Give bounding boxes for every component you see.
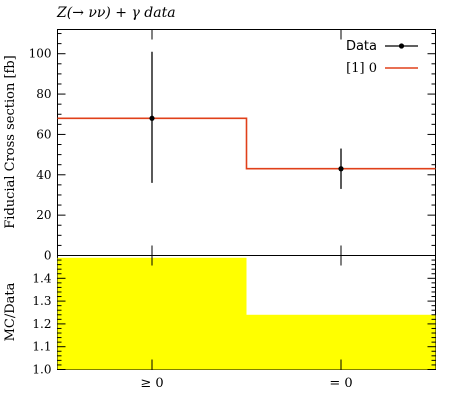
- y-tick-label: 80: [36, 87, 51, 101]
- ratio-y-tick-label: 1.0: [32, 363, 51, 377]
- x-tick-label: ≥ 0: [140, 376, 163, 391]
- ratio-y-tick-label: 1.4: [32, 271, 51, 285]
- legend-label-prediction: [1] 0: [346, 61, 377, 76]
- data-point: [338, 166, 344, 172]
- ratio-y-tick-label: 1.2: [32, 317, 51, 331]
- y-tick-label: 60: [36, 127, 51, 141]
- x-tick-label: = 0: [329, 376, 352, 391]
- data-point: [149, 115, 155, 121]
- legend-label-data: Data: [346, 39, 377, 54]
- y-tick-label: 40: [36, 168, 51, 182]
- ratio-y-axis-label: MC/Data: [3, 282, 18, 341]
- ratio-bar: [57, 257, 247, 370]
- y-tick-label: 20: [36, 208, 51, 222]
- y-tick-label: 100: [29, 47, 52, 61]
- y-tick-label: 0: [44, 249, 52, 263]
- ratio-y-tick-label: 1.1: [32, 340, 51, 354]
- legend-marker-data: [398, 43, 405, 49]
- prediction-step-line: [57, 117, 436, 170]
- y-axis-label: Fiducial Cross section [fb]: [3, 55, 18, 228]
- chart-title: Z(→ νν) + γ data: [56, 5, 176, 21]
- ratio-y-tick-label: 1.3: [32, 294, 51, 308]
